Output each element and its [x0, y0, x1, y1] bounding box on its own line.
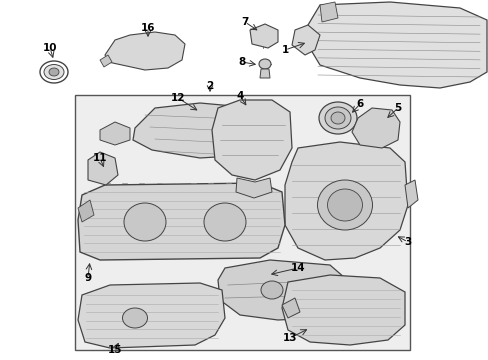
Ellipse shape	[122, 308, 147, 328]
Text: 10: 10	[42, 43, 57, 53]
Ellipse shape	[327, 189, 362, 221]
Text: 5: 5	[393, 103, 401, 113]
Polygon shape	[285, 142, 407, 260]
Text: 15: 15	[107, 345, 122, 355]
Polygon shape	[351, 108, 399, 148]
Polygon shape	[236, 178, 271, 198]
Polygon shape	[78, 200, 94, 222]
Text: 3: 3	[404, 237, 411, 247]
Ellipse shape	[49, 68, 59, 76]
Text: 8: 8	[238, 57, 245, 67]
Text: 13: 13	[282, 333, 297, 343]
Text: 1: 1	[281, 45, 288, 55]
Ellipse shape	[44, 64, 64, 80]
Text: 7: 7	[241, 17, 248, 27]
Polygon shape	[319, 2, 337, 22]
Polygon shape	[307, 2, 486, 88]
Ellipse shape	[203, 203, 245, 241]
Text: 4: 4	[236, 91, 243, 101]
Polygon shape	[260, 69, 269, 78]
Text: 14: 14	[290, 263, 305, 273]
Polygon shape	[78, 283, 224, 348]
Polygon shape	[100, 122, 130, 145]
Polygon shape	[88, 152, 118, 185]
Polygon shape	[133, 103, 269, 158]
Ellipse shape	[317, 180, 372, 230]
Polygon shape	[105, 32, 184, 70]
Ellipse shape	[261, 281, 283, 299]
Text: 9: 9	[84, 273, 91, 283]
Polygon shape	[249, 24, 278, 48]
Polygon shape	[218, 260, 345, 320]
Text: 16: 16	[141, 23, 155, 33]
Ellipse shape	[124, 203, 165, 241]
Polygon shape	[100, 55, 112, 67]
Text: 6: 6	[356, 99, 363, 109]
Polygon shape	[282, 298, 299, 318]
Ellipse shape	[318, 102, 356, 134]
Polygon shape	[291, 25, 319, 55]
Text: 12: 12	[170, 93, 185, 103]
Polygon shape	[212, 100, 291, 180]
Text: 11: 11	[93, 153, 107, 163]
Ellipse shape	[330, 112, 345, 124]
Polygon shape	[78, 183, 285, 260]
Polygon shape	[404, 180, 417, 208]
Text: 2: 2	[206, 81, 213, 91]
Polygon shape	[282, 275, 404, 345]
Ellipse shape	[259, 59, 270, 69]
Ellipse shape	[325, 107, 350, 129]
Bar	[75, 95, 409, 350]
